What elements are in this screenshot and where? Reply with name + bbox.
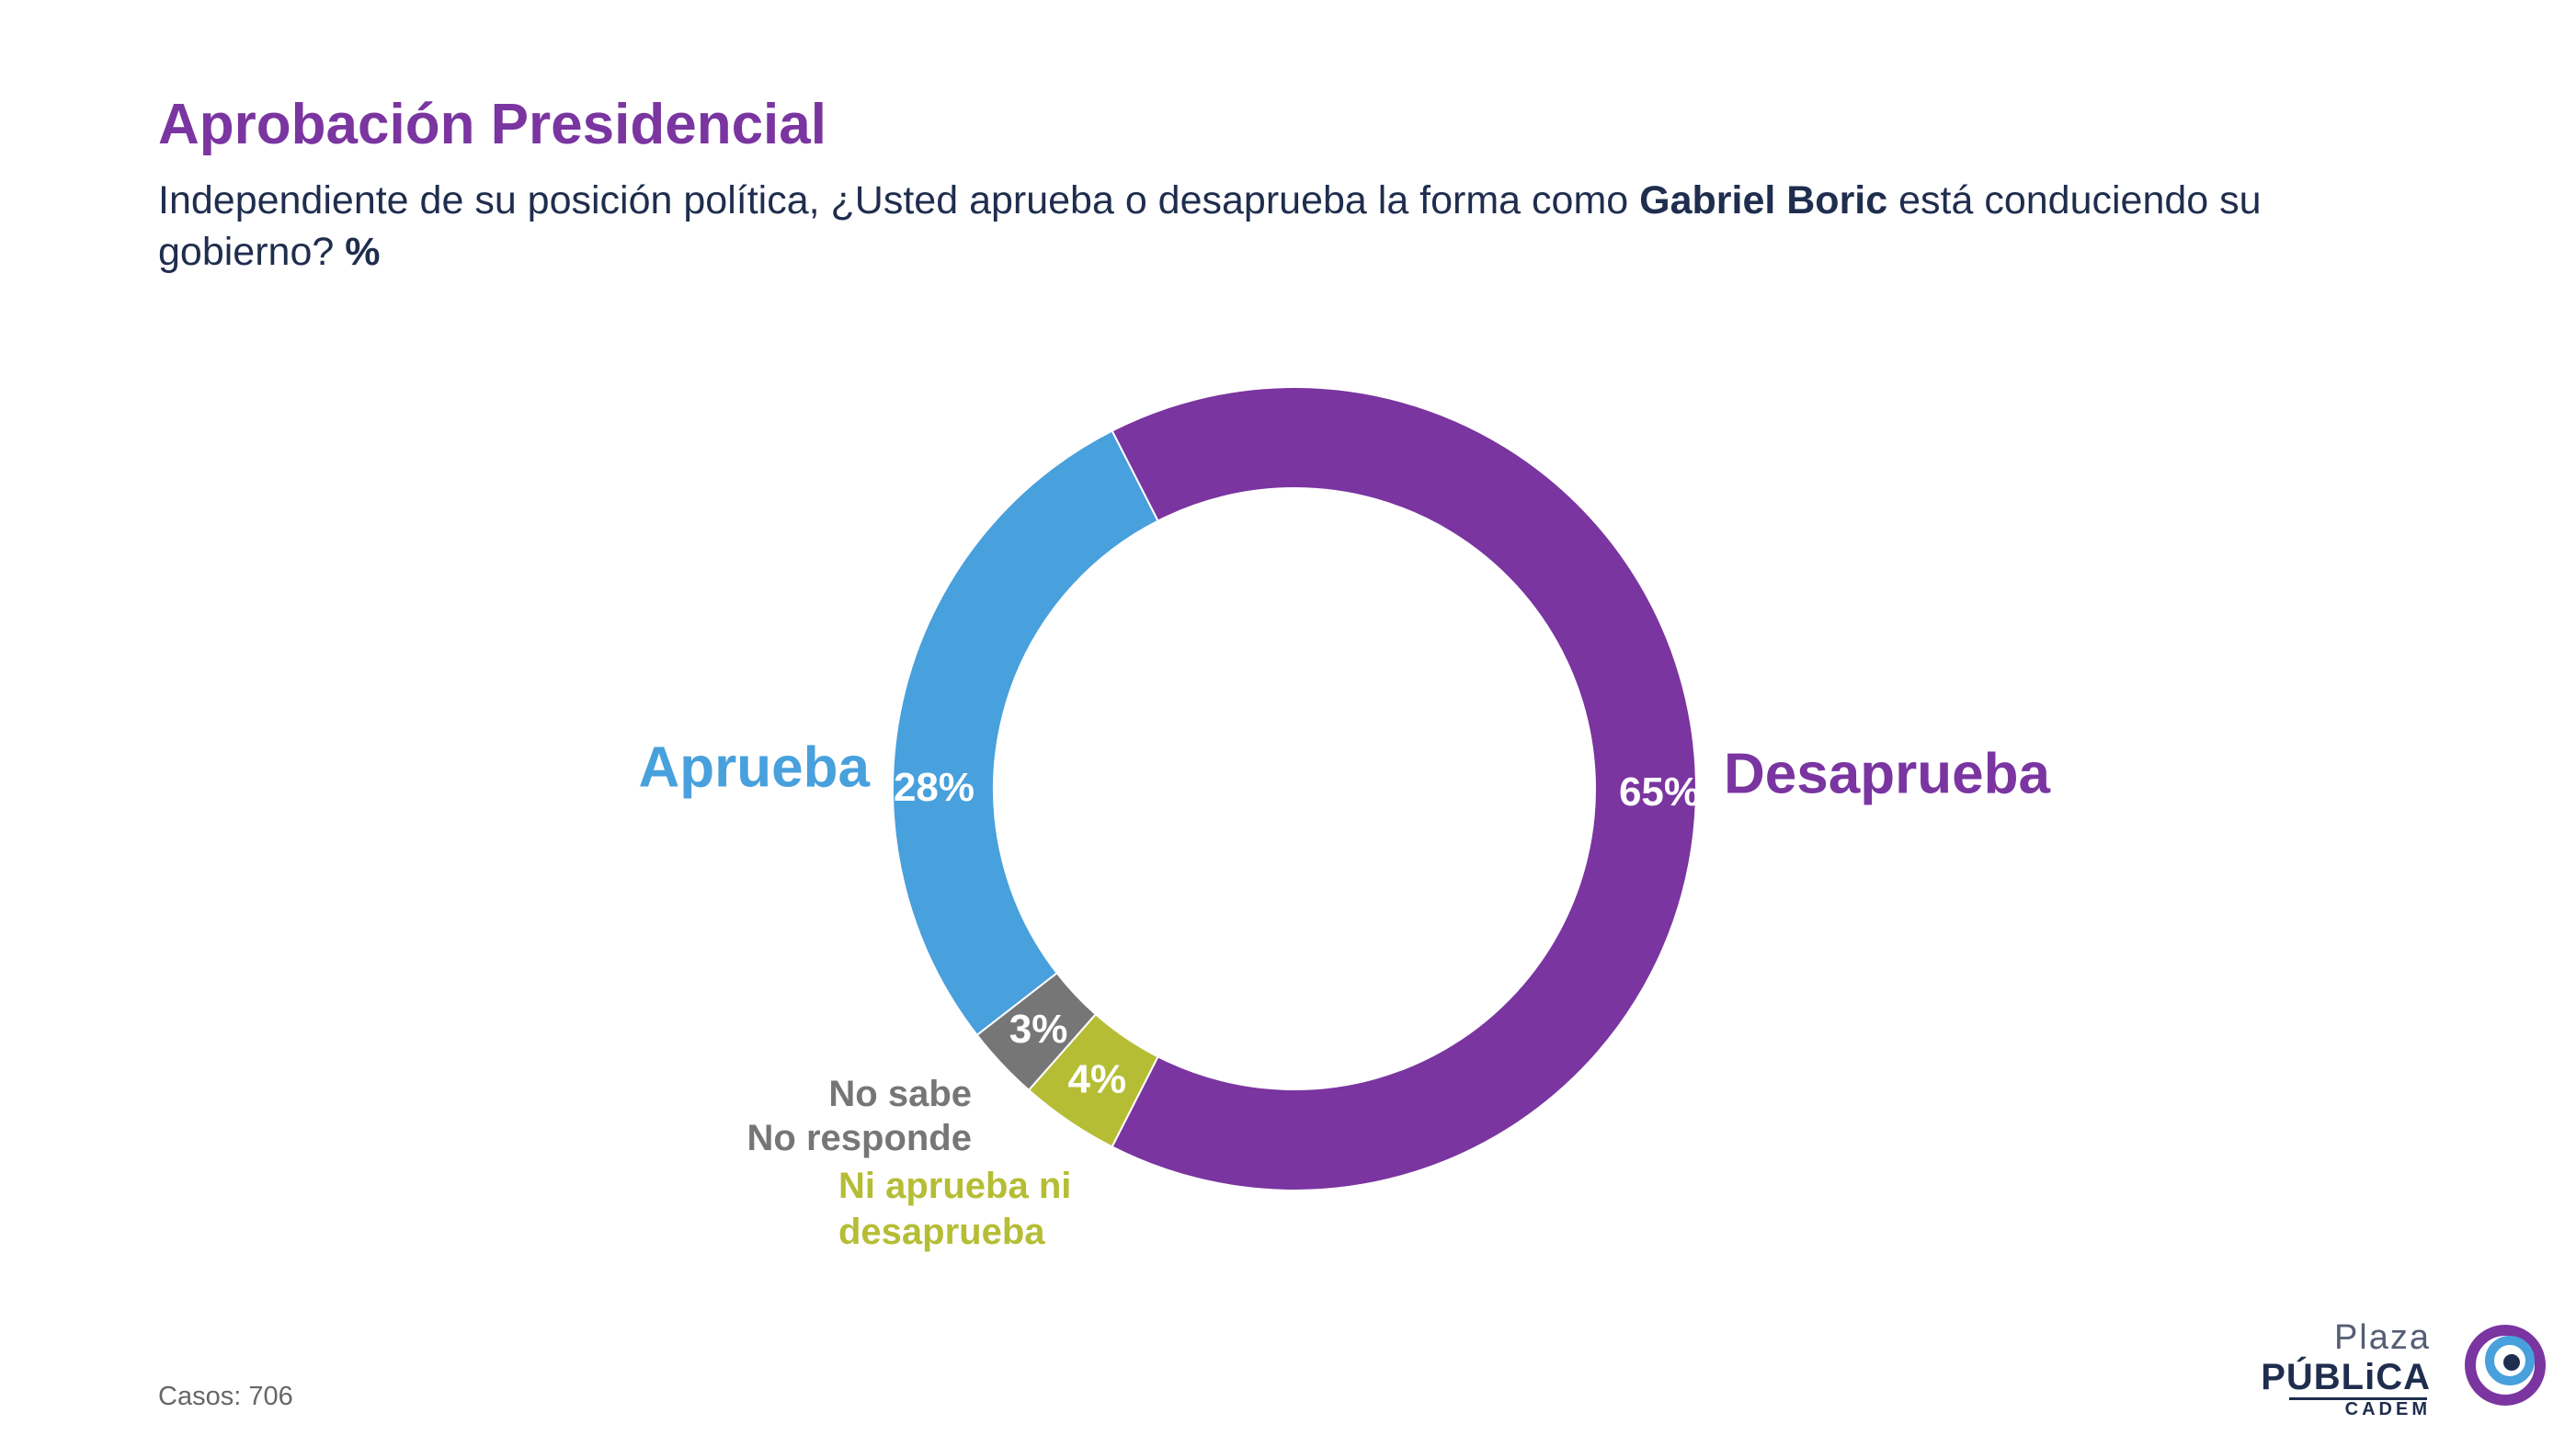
subtitle-name: Gabriel Boric xyxy=(1639,178,1888,222)
logo-plaza-text: Plaza xyxy=(2333,1318,2431,1357)
slice-desaprueba xyxy=(1111,386,1697,1191)
logo-swirl-icon xyxy=(2465,1325,2546,1406)
value-label-no-sabe-no-responde: 3% xyxy=(1009,1007,1068,1052)
value-label-ni-aprueba-ni-desaprueba: 4% xyxy=(1067,1056,1126,1101)
plaza-publica-cadem-logo: Plaza PÚBLiCA CADEM xyxy=(2261,1315,2547,1425)
chart-title: Aprobación Presidencial xyxy=(158,93,826,156)
logo-publica-text: PÚBLiCA xyxy=(2261,1357,2431,1397)
slice-aprueba xyxy=(892,429,1159,1037)
value-label-desaprueba: 65% xyxy=(1619,769,1700,815)
category-label-no-sabe-no-responde: No sabe No responde xyxy=(747,1074,972,1158)
subtitle-text-end: está conduciendo su gobierno? xyxy=(158,178,2262,274)
subtitle-text: Independiente de su posición política, ¿… xyxy=(158,178,1640,222)
category-label-desaprueba: Desaprueba xyxy=(1724,743,2050,806)
subtitle-unit: % xyxy=(345,230,381,274)
chart-subtitle: Independiente de su posición política, ¿… xyxy=(158,175,2273,278)
logo-cadem-text: CADEM xyxy=(2344,1399,2431,1419)
category-label-aprueba: Aprueba xyxy=(639,736,871,800)
value-label-aprueba: 28% xyxy=(894,765,975,810)
cases-count: Casos: 706 xyxy=(158,1382,293,1411)
category-label-ni-aprueba-ni-desaprueba: Ni aprueba ni desaprueba xyxy=(838,1166,1071,1252)
logo-rule xyxy=(2289,1397,2427,1400)
